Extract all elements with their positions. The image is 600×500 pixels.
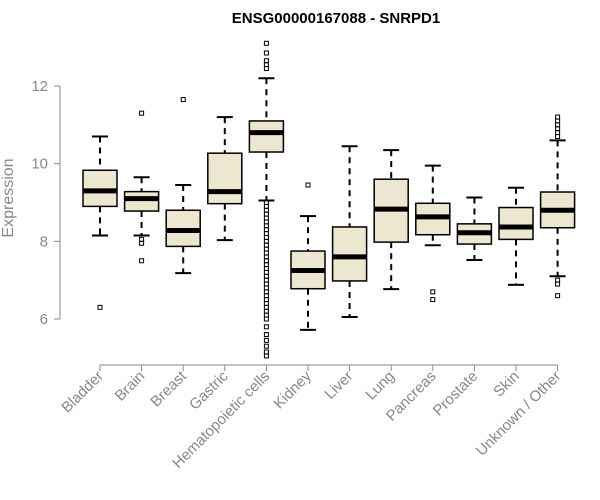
box-pancreas (415, 164, 451, 303)
outlier-point (263, 337, 269, 343)
x-category-label: Kidney (270, 367, 315, 412)
y-axis-label: Expression (0, 158, 17, 237)
chart-title: ENSG00000167088 - SNRPD1 (232, 10, 440, 27)
boxes (82, 40, 576, 359)
y-tick-label: 8 (40, 233, 48, 250)
outlier-point (430, 297, 436, 303)
x-category-label: Skin (490, 368, 523, 401)
x-category-label: Brain (112, 368, 149, 405)
box-brain (123, 110, 160, 264)
iqr-box (123, 190, 160, 212)
x-category-label: Breast (147, 367, 190, 410)
iqr-box (82, 169, 118, 208)
outlier-point (305, 182, 311, 188)
box-lung (373, 149, 409, 291)
box-prostate (456, 196, 493, 261)
iqr-box (207, 152, 243, 205)
box-liver (331, 145, 368, 319)
box-hematopoietic-cells (248, 40, 285, 359)
iqr-box (498, 206, 534, 241)
box-kidney (290, 182, 326, 331)
outlier-point (263, 332, 269, 338)
outlier-point (555, 133, 561, 139)
outlier-point (263, 66, 269, 72)
outlier-point (263, 324, 269, 330)
outlier-point (263, 353, 269, 359)
outlier-point (180, 97, 186, 103)
x-category-label: Liver (321, 368, 356, 403)
box-bladder (82, 135, 118, 310)
outlier-point (555, 293, 561, 299)
outlier-point (139, 110, 145, 116)
outlier-point (555, 281, 561, 287)
outlier-point (139, 258, 145, 264)
outlier-point (139, 240, 145, 246)
outlier-point (263, 50, 269, 56)
outlier-point (263, 40, 269, 46)
outlier-point (430, 289, 436, 295)
iqr-box (331, 226, 368, 282)
y-tick-label: 6 (40, 311, 48, 328)
x-category-label: Prostate (430, 368, 482, 420)
y-tick-label: 12 (31, 78, 48, 95)
x-category-label: Bladder (58, 368, 107, 417)
outlier-point (263, 316, 269, 322)
outlier-point (263, 343, 269, 349)
box-skin (498, 186, 534, 286)
x-category-label: Lung (362, 368, 398, 404)
axes: 6 8 10 12 (31, 78, 559, 371)
outlier-point (97, 304, 103, 310)
box-unknown-other (539, 114, 576, 299)
y-tick-label: 10 (31, 156, 48, 173)
box-gastric (207, 116, 243, 242)
box-breast (165, 97, 201, 275)
iqr-box (248, 120, 285, 153)
